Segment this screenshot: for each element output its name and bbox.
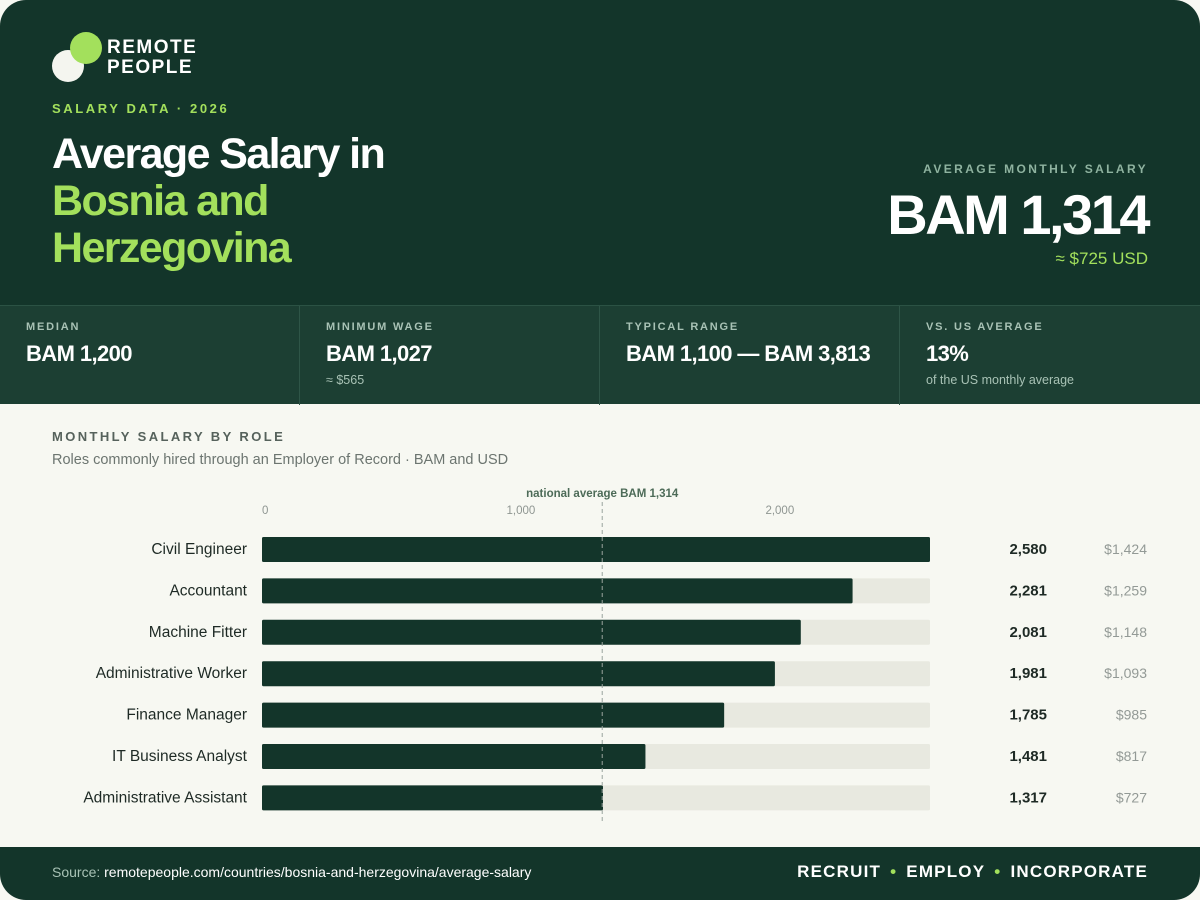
title-line-2: Bosnia and xyxy=(52,177,269,225)
category-label: Machine Fitter xyxy=(149,624,247,641)
bar xyxy=(262,537,930,562)
value-label: 2,281 xyxy=(1009,582,1047,599)
stat-value: BAM 1,200 xyxy=(26,341,132,366)
value-label: 1,317 xyxy=(1009,789,1047,806)
category-label: Accountant xyxy=(169,582,247,599)
page-title: Average Salary in Bosnia and Herzegovina xyxy=(52,130,386,272)
remote-people-logo-icon xyxy=(52,32,102,82)
category-label: Administrative Assistant xyxy=(83,789,247,806)
stat-sub: of the US monthly average xyxy=(926,373,1074,387)
value-label: 1,481 xyxy=(1009,748,1047,765)
category-label: IT Business Analyst xyxy=(112,748,248,765)
stat-label: TYPICAL RANGE xyxy=(626,321,740,333)
header: REMOTE PEOPLE SALARY DATA · 2026 Average… xyxy=(0,0,1200,305)
stat-minimum-wage: MINIMUM WAGE BAM 1,027 ≈ $565 xyxy=(300,306,600,405)
source-label: Source: xyxy=(52,864,101,880)
tagline-recruit: RECRUIT xyxy=(797,862,882,881)
tagline-separator: • xyxy=(890,862,898,881)
brand-line-2: PEOPLE xyxy=(107,57,194,78)
stat-label: MEDIAN xyxy=(26,321,81,333)
brand-line-1: REMOTE xyxy=(107,37,198,58)
x-tick-label: 1,000 xyxy=(507,505,536,517)
usd-label: $985 xyxy=(1116,707,1147,723)
usd-label: $817 xyxy=(1116,748,1147,764)
title-line-3: Herzegovina xyxy=(52,224,292,272)
stat-value: BAM 1,100 — BAM 3,813 xyxy=(626,341,871,366)
stat-vs-us-average: VS. US AVERAGE 13% of the US monthly ave… xyxy=(900,306,1200,405)
eyebrow: SALARY DATA · 2026 xyxy=(52,101,230,116)
stat-label: MINIMUM WAGE xyxy=(326,321,434,333)
brand-name: REMOTE PEOPLE xyxy=(107,38,197,78)
stats-strip: MEDIAN BAM 1,200 MINIMUM WAGE BAM 1,027 … xyxy=(0,305,1200,405)
value-label: 2,081 xyxy=(1009,624,1047,641)
chart-section-title: MONTHLY SALARY BY ROLE xyxy=(52,429,286,444)
source-url: remotepeople.com/countries/bosnia-and-he… xyxy=(104,864,532,880)
value-label: 1,981 xyxy=(1009,665,1047,682)
bar xyxy=(262,661,775,687)
x-tick-label: 0 xyxy=(262,505,268,517)
bar xyxy=(262,578,853,604)
usd-label: $1,148 xyxy=(1104,624,1147,640)
footer: Source: remotepeople.com/countries/bosni… xyxy=(0,847,1200,900)
tagline-incorporate: INCORPORATE xyxy=(1010,862,1148,881)
bar xyxy=(262,619,801,645)
usd-label: $1,424 xyxy=(1104,541,1147,557)
chart-section-subtitle: Roles commonly hired through an Employer… xyxy=(52,452,509,468)
category-label: Administrative Worker xyxy=(96,665,247,682)
stat-typical-range: TYPICAL RANGE BAM 1,100 — BAM 3,813 xyxy=(600,306,900,405)
bar xyxy=(262,744,646,769)
category-label: Civil Engineer xyxy=(151,541,247,558)
tagline: RECRUIT • EMPLOY • INCORPORATE xyxy=(797,862,1148,882)
salary-by-role-chart: 0 1,000 2,000 Civil Engineer 2,580 $1,424 Acco… xyxy=(83,488,1147,823)
average-salary-value: BAM 1,314 xyxy=(887,183,1150,246)
stat-sub: ≈ $565 xyxy=(326,373,365,387)
stat-median: MEDIAN BAM 1,200 xyxy=(0,306,300,405)
category-label: Finance Manager xyxy=(126,707,247,724)
bar xyxy=(262,785,603,811)
stat-value: 13% xyxy=(926,341,969,366)
bar xyxy=(262,702,725,728)
usd-label: $1,093 xyxy=(1104,665,1147,681)
stat-value: BAM 1,027 xyxy=(326,341,432,366)
average-salary-label: AVERAGE MONTHLY SALARY xyxy=(923,162,1148,176)
tagline-separator: • xyxy=(994,862,1002,881)
value-label: 1,785 xyxy=(1009,707,1047,724)
reference-label: national average BAM 1,314 xyxy=(526,488,679,500)
average-salary-usd: ≈ $725 USD xyxy=(1055,249,1149,268)
source: Source: remotepeople.com/countries/bosni… xyxy=(52,864,531,880)
value-label: 2,580 xyxy=(1009,541,1047,558)
usd-label: $727 xyxy=(1116,789,1147,805)
usd-label: $1,259 xyxy=(1104,582,1147,598)
title-line-1: Average Salary in xyxy=(52,130,386,178)
stat-label: VS. US AVERAGE xyxy=(926,321,1044,333)
x-tick-label: 2,000 xyxy=(765,505,794,517)
tagline-employ: EMPLOY xyxy=(906,862,986,881)
